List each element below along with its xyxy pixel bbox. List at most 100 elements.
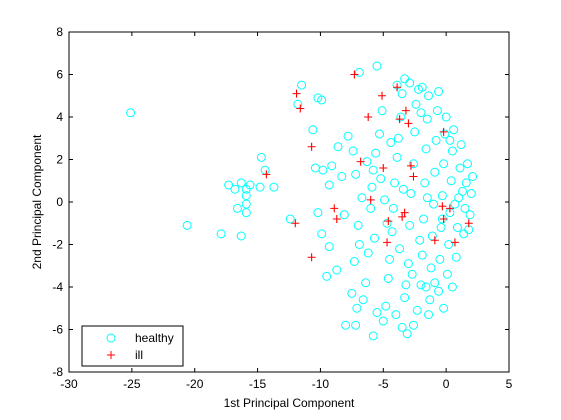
healthy-point <box>402 329 412 339</box>
healthy-point <box>396 112 406 122</box>
healthy-point <box>313 208 323 218</box>
ill-point <box>401 106 410 115</box>
healthy-point <box>434 286 444 296</box>
healthy-point <box>366 203 376 213</box>
healthy-point <box>317 95 327 105</box>
healthy-point <box>397 89 407 99</box>
healthy-point <box>376 174 386 184</box>
healthy-point <box>410 127 420 137</box>
healthy-point <box>403 259 413 269</box>
healthy-point <box>224 180 234 190</box>
ill-point <box>330 204 339 213</box>
legend-box <box>81 325 184 367</box>
ill-point <box>262 170 271 179</box>
x-axis-label: 1st Principal Component <box>224 396 355 410</box>
healthy-point <box>387 227 397 237</box>
legend-label-ill: ill <box>135 348 143 362</box>
healthy-point <box>230 184 240 194</box>
ill-point <box>439 127 448 136</box>
healthy-point <box>369 233 379 243</box>
x-tick-label: 0 <box>443 377 450 391</box>
healthy-point <box>236 231 246 241</box>
healthy-point <box>353 220 363 230</box>
ill-point <box>395 115 404 124</box>
healthy-point <box>444 240 454 249</box>
healthy-point <box>393 133 403 143</box>
y-tick-label: 0 <box>56 195 63 209</box>
healthy-point <box>422 114 432 124</box>
legend-marker-healthy <box>106 333 116 343</box>
healthy-point <box>455 163 465 173</box>
y-tick-label: -6 <box>52 323 63 337</box>
healthy-point <box>375 129 385 139</box>
ill-point <box>398 212 407 221</box>
healthy-point <box>182 220 192 230</box>
healthy-point <box>371 148 381 158</box>
x-axis-ticks: -30 -25 -20 -15 -10 -5 0 5 <box>60 32 513 391</box>
healthy-point <box>406 189 416 198</box>
ill-point <box>409 172 418 181</box>
healthy-point <box>425 295 435 305</box>
healthy-point <box>407 269 417 279</box>
healthy-point <box>422 193 432 203</box>
healthy-point <box>424 91 434 101</box>
healthy-point <box>241 208 251 218</box>
ill-point <box>364 113 373 121</box>
healthy-point <box>430 167 440 177</box>
healthy-point <box>392 152 402 162</box>
ill-point <box>307 253 316 262</box>
healthy-point <box>450 199 460 209</box>
healthy-point <box>435 254 445 264</box>
healthy-point <box>437 191 447 201</box>
healthy-point <box>411 99 421 109</box>
y-tick-label: -8 <box>52 365 63 379</box>
x-tick-label: -10 <box>312 377 330 391</box>
healthy-point <box>318 165 328 175</box>
y-axis-label: 2nd Principal Component <box>30 134 44 269</box>
healthy-point <box>386 138 396 147</box>
healthy-point <box>417 250 427 260</box>
healthy-point <box>357 193 367 203</box>
healthy-point <box>405 78 415 88</box>
healthy-point <box>354 240 364 249</box>
healthy-point <box>440 129 450 139</box>
ill-points <box>262 70 473 262</box>
healthy-point <box>126 108 136 118</box>
healthy-point <box>339 210 349 220</box>
healthy-point <box>434 87 444 96</box>
healthy-point <box>412 305 422 315</box>
ill-point <box>291 219 300 228</box>
healthy-point <box>385 254 395 264</box>
healthy-point <box>361 278 371 288</box>
healthy-point <box>441 112 451 122</box>
ill-point <box>350 70 359 79</box>
healthy-point <box>269 182 279 192</box>
healthy-point <box>341 320 351 330</box>
ill-point <box>378 91 387 100</box>
healthy-point <box>460 203 470 213</box>
ill-point <box>404 119 413 128</box>
healthy-point <box>351 320 361 330</box>
healthy-point <box>432 106 442 116</box>
healthy-point <box>216 229 226 239</box>
ill-point <box>406 161 415 170</box>
y-tick-label: 8 <box>56 25 63 39</box>
healthy-point <box>381 301 391 311</box>
healthy-point <box>400 293 410 303</box>
ill-point <box>292 89 301 98</box>
healthy-point <box>324 180 334 190</box>
healthy-point <box>451 252 461 262</box>
healthy-point <box>383 274 393 283</box>
healthy-point <box>417 82 427 92</box>
x-tick-label: -5 <box>378 377 389 391</box>
healthy-point <box>351 169 361 179</box>
ill-point <box>393 83 402 92</box>
healthy-points <box>126 61 478 341</box>
healthy-point <box>401 280 411 290</box>
healthy-point <box>446 176 456 186</box>
healthy-point <box>398 184 408 194</box>
healthy-point <box>395 244 405 254</box>
healthy-point <box>397 322 407 332</box>
healthy-point <box>391 310 401 320</box>
